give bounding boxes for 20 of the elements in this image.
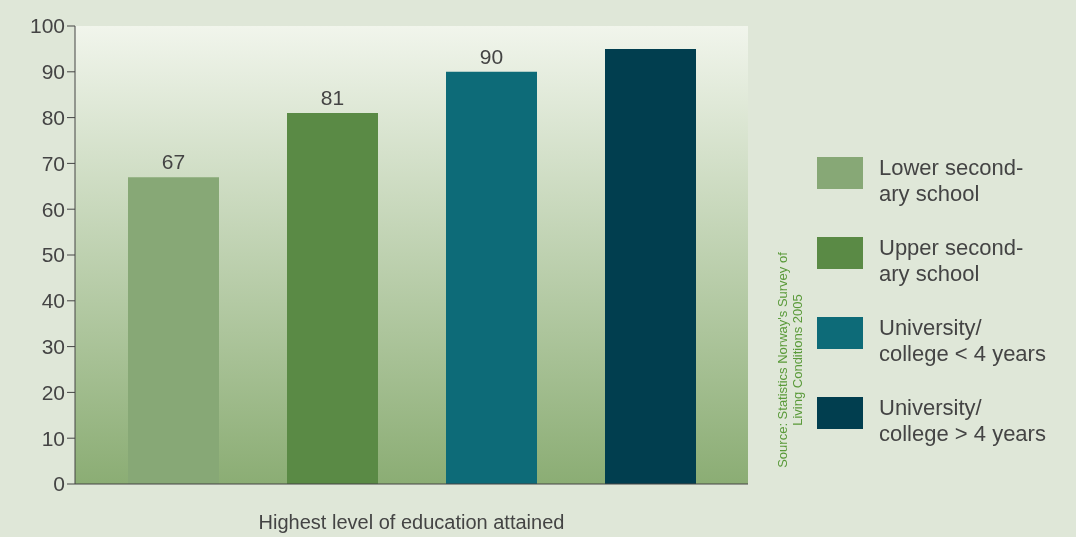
legend-label: University/ college < 4 years xyxy=(879,315,1046,367)
y-tick-label: 30 xyxy=(41,335,65,359)
y-tick-label: 70 xyxy=(41,151,65,175)
y-tick-label: 60 xyxy=(41,197,65,221)
y-tick-label: 20 xyxy=(41,380,65,404)
legend-label: University/ college > 4 years xyxy=(879,395,1046,447)
legend-label: Upper second- ary school xyxy=(879,235,1024,287)
data-label: 90 xyxy=(479,44,504,68)
data-label: 81 xyxy=(320,86,345,110)
x-axis-title: Highest level of education attained xyxy=(258,511,565,533)
data-label: 67 xyxy=(161,150,186,174)
y-tick-label: 50 xyxy=(41,243,65,267)
source-note: Source: Statistics Norway's Survey of Living Conditions 2005 xyxy=(775,251,805,470)
y-tick-label: 80 xyxy=(41,106,65,130)
legend-label: Lower second- ary school xyxy=(879,155,1024,207)
y-tick-label: 90 xyxy=(41,60,65,84)
y-tick-label: 100 xyxy=(29,14,65,38)
y-tick-label: 10 xyxy=(41,426,65,450)
y-tick-label: 40 xyxy=(41,289,65,313)
y-tick-label: 0 xyxy=(53,472,65,496)
